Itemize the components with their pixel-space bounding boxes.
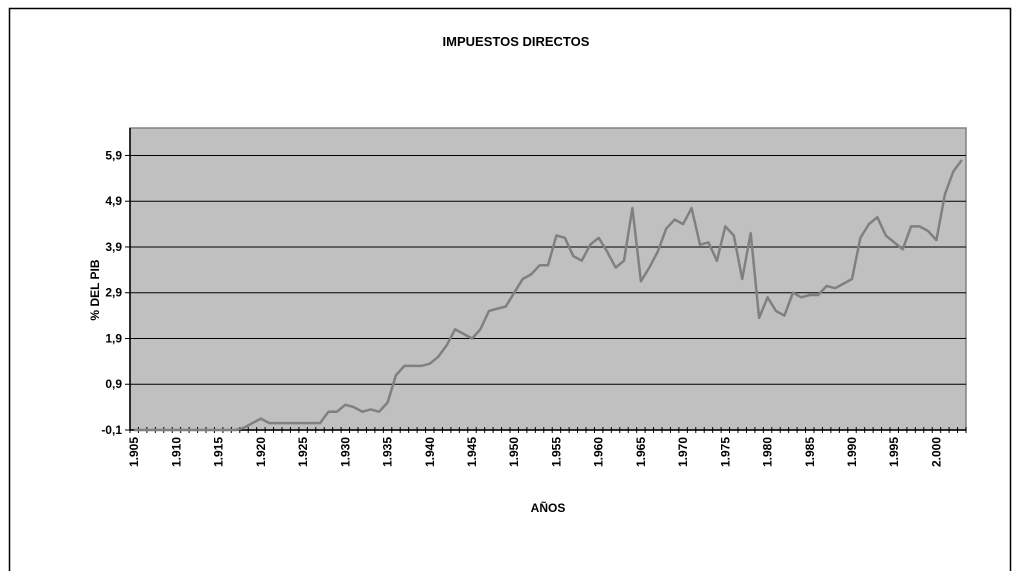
y-axis-label: % DEL PIB xyxy=(88,259,102,320)
x-tick-label: 1.980 xyxy=(761,437,775,467)
chart-border xyxy=(8,7,1012,571)
x-tick-label: 1.930 xyxy=(338,437,352,467)
y-tick-label: 3,9 xyxy=(105,240,122,254)
x-tick-label: 1.985 xyxy=(803,437,817,467)
x-tick-label: 2.000 xyxy=(929,437,943,467)
x-tick-label: 1.970 xyxy=(676,437,690,467)
y-tick-label: 2,9 xyxy=(105,286,122,300)
x-tick-label: 1.965 xyxy=(634,437,648,467)
x-tick-label: 1.935 xyxy=(381,437,395,467)
y-tick-label: 1,9 xyxy=(105,331,122,345)
y-tick-label: 4,9 xyxy=(105,194,122,208)
y-tick-label: 0,9 xyxy=(105,377,122,391)
x-tick-label: 1.960 xyxy=(592,437,606,467)
x-tick-label: 1.920 xyxy=(254,437,268,467)
x-tick-label: 1.950 xyxy=(507,437,521,467)
x-tick-label: 1.955 xyxy=(549,437,563,467)
chart-title: IMPUESTOS DIRECTOS xyxy=(443,34,590,49)
x-tick-label: 1.925 xyxy=(296,437,310,467)
x-tick-label: 1.975 xyxy=(718,437,732,467)
data-line xyxy=(134,159,963,432)
x-tick-label: 1.990 xyxy=(845,437,859,467)
y-tick-label: -0,1 xyxy=(101,423,122,437)
x-tick-label: 1.915 xyxy=(212,437,226,467)
y-tick-label: 5,9 xyxy=(105,148,122,162)
x-tick-label: 1.910 xyxy=(169,437,183,467)
x-tick-label: 1.905 xyxy=(127,437,141,467)
x-tick-label: 1.995 xyxy=(887,437,901,467)
x-tick-label: 1.945 xyxy=(465,437,479,467)
x-axis-label: AÑOS xyxy=(531,500,566,515)
x-tick-label: 1.940 xyxy=(423,437,437,467)
